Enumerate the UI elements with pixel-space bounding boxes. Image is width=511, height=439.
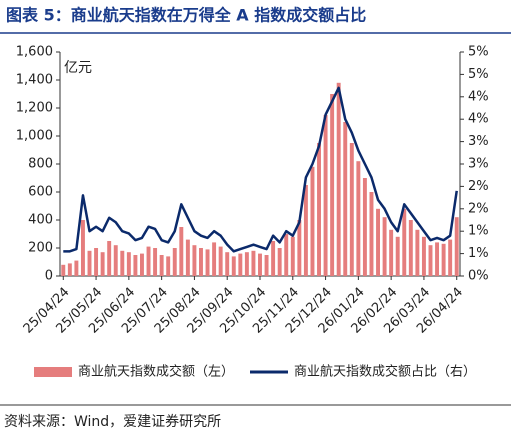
y-tick-label: 600 — [28, 185, 53, 200]
chart-title: 图表 5：商业航天指数在万得全 A 指数成交额占比 — [6, 6, 366, 25]
bar — [218, 246, 223, 276]
legend-label: 商业航天指数成交额占比（右） — [294, 364, 476, 380]
bar — [284, 234, 289, 276]
bar — [290, 236, 295, 276]
bar — [80, 220, 85, 276]
bar — [271, 241, 276, 276]
y-tick-label: 200 — [28, 241, 53, 256]
bar — [389, 229, 394, 276]
bar — [349, 143, 354, 276]
y-tick-label: 1,000 — [16, 129, 53, 144]
y2-tick-label: 4% — [468, 89, 489, 104]
bar — [336, 82, 341, 276]
y-tick-label: 800 — [28, 157, 53, 172]
bar — [126, 252, 131, 276]
bar — [244, 252, 249, 276]
bar — [133, 255, 138, 276]
bar — [107, 241, 112, 276]
bar — [94, 248, 99, 276]
bar — [264, 255, 269, 276]
y-tick-label: 1,200 — [16, 101, 53, 116]
bar — [362, 178, 367, 276]
bar — [258, 253, 262, 276]
y2-tick-label: 1% — [468, 224, 489, 239]
bar — [317, 143, 321, 276]
bar — [454, 217, 459, 276]
bar — [343, 122, 348, 276]
y2-tick-label: 4% — [468, 112, 489, 127]
bar — [67, 263, 72, 276]
y2-tick-label: 2% — [468, 179, 489, 194]
bar — [251, 250, 256, 276]
bar — [212, 242, 217, 276]
y2-tick-label: 3% — [468, 134, 489, 149]
bar — [185, 239, 190, 276]
bar — [166, 256, 171, 276]
bar — [100, 252, 105, 276]
bar — [140, 253, 144, 276]
y2-tick-label: 3% — [468, 157, 489, 172]
legend-swatch — [34, 367, 72, 377]
bar — [382, 217, 387, 276]
y2-tick-label: 5% — [468, 45, 489, 60]
bar — [415, 229, 420, 276]
bar — [179, 227, 184, 276]
legend-label: 商业航天指数成交额（左） — [78, 364, 234, 380]
source: 资料来源：Wind，爱建证券研究所 — [4, 414, 221, 430]
bar — [435, 242, 440, 276]
bar — [428, 245, 433, 276]
bar — [448, 239, 453, 276]
bar — [402, 208, 407, 276]
bar — [376, 208, 380, 276]
bar — [323, 115, 328, 276]
y-tick-label: 0 — [45, 269, 53, 284]
y-tick-label: 1,400 — [16, 73, 53, 88]
bar — [441, 243, 446, 276]
bar — [74, 260, 79, 276]
y2-tick-label: 0% — [468, 269, 489, 284]
bar — [205, 249, 210, 276]
bar — [369, 192, 374, 276]
bar — [172, 248, 177, 276]
bar — [356, 161, 361, 276]
bar — [199, 248, 203, 276]
bar — [159, 255, 164, 276]
y2-tick-label: 1% — [468, 246, 489, 261]
y2-tick-label: 5% — [468, 67, 489, 82]
bar — [146, 246, 151, 276]
bar — [120, 250, 125, 276]
bar — [395, 236, 400, 276]
bar — [277, 248, 282, 276]
bar — [113, 245, 118, 276]
bar — [303, 185, 308, 276]
bar — [87, 250, 92, 276]
line — [63, 86, 458, 253]
bar — [408, 220, 413, 276]
y-unit: 亿元 — [64, 60, 92, 76]
bar — [330, 94, 335, 276]
bar — [297, 220, 302, 276]
bar — [192, 245, 197, 276]
bar — [421, 236, 426, 276]
bar — [238, 253, 243, 276]
y-tick-label: 1,600 — [16, 45, 53, 60]
bar — [231, 256, 236, 276]
bar — [310, 166, 315, 276]
bar — [153, 248, 158, 276]
y2-tick-label: 2% — [468, 201, 489, 216]
bar — [61, 264, 66, 276]
bar — [225, 252, 230, 276]
y-tick-label: 400 — [28, 213, 53, 228]
